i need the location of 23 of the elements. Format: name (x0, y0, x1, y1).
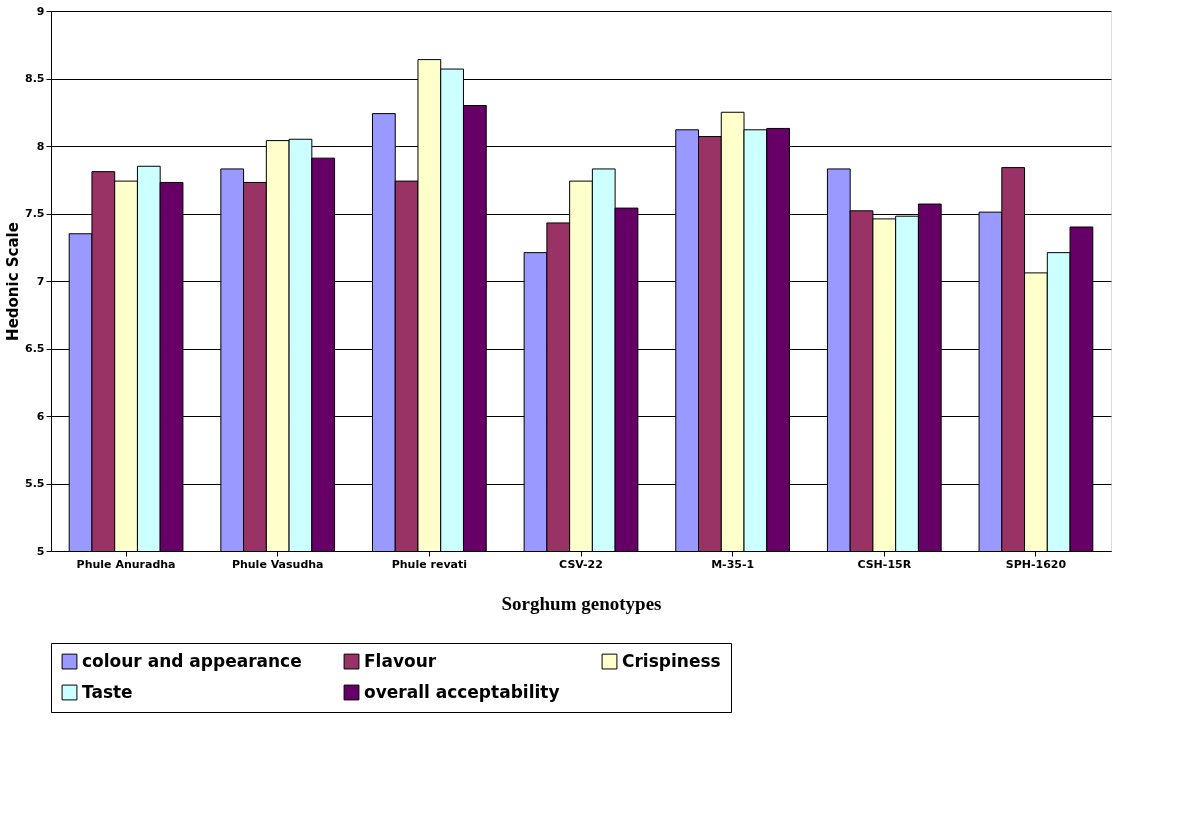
x-tick-label: Phule Vasudha (231, 557, 324, 571)
y-tick-label: 7 (36, 274, 45, 288)
y-tick-label: 8 (36, 139, 45, 153)
legend-label: Flavour (364, 650, 437, 671)
y-tick-label: 6 (36, 409, 45, 423)
x-tick-label: SPH-1620 (1005, 557, 1067, 571)
x-tick-label: Phule revati (391, 557, 467, 571)
legend-label: Crispiness (622, 650, 721, 671)
y-axis-title: Hedonic Scale (4, 222, 23, 341)
x-tick-label: M-35-1 (711, 557, 755, 571)
x-tick-label: CSH-15R (857, 557, 912, 571)
y-tick-label: 6.5 (25, 342, 45, 355)
legend-label: overall acceptability (364, 681, 560, 702)
x-tick-label: Phule Anuradha (76, 557, 176, 571)
x-axis-title: Sorghum genotypes (501, 592, 662, 614)
y-tick-label: 7.5 (25, 207, 45, 220)
legend-label: colour and appearance (82, 650, 302, 671)
y-tick-label: 5 (36, 544, 45, 558)
y-tick-label: 8.5 (25, 72, 45, 85)
y-tick-label: 9 (36, 4, 45, 18)
x-tick-label: CSV-22 (559, 557, 603, 571)
y-tick-label: 5.5 (25, 477, 45, 490)
legend-label: Taste (82, 681, 133, 702)
